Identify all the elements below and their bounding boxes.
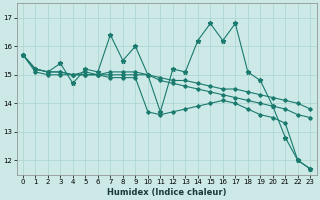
X-axis label: Humidex (Indice chaleur): Humidex (Indice chaleur): [107, 188, 226, 197]
